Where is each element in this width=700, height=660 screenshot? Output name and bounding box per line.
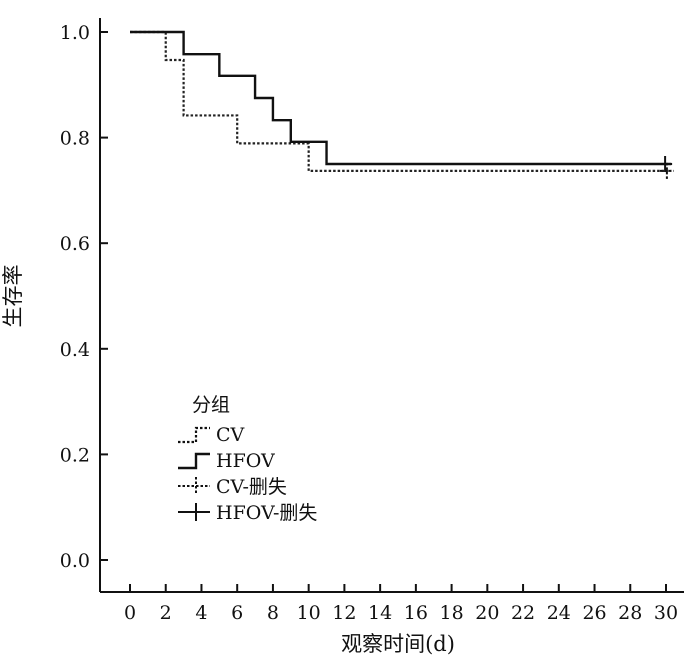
legend-label: CV-删失 <box>216 476 287 498</box>
x-tick-label: 30 <box>654 602 678 624</box>
x-tick-label: 2 <box>160 602 172 624</box>
censor-marker <box>659 162 674 179</box>
y-tick-label: 0.4 <box>60 339 90 361</box>
legend-item: CV-删失 <box>178 476 287 498</box>
x-tick-label: 14 <box>368 602 392 624</box>
legend-label: HFOV <box>216 450 275 472</box>
y-tick-label: 0.6 <box>60 233 90 255</box>
x-tick-label: 24 <box>547 602 571 624</box>
legend-swatch <box>178 477 210 495</box>
legend-title: 分组 <box>192 394 230 416</box>
censor-markers <box>658 156 674 179</box>
x-tick-label: 8 <box>267 602 279 624</box>
curve-hfov <box>130 30 672 166</box>
legend-swatch <box>178 426 210 444</box>
y-ticks: 0.0 0.2 0.4 0.6 0.8 1.0 <box>60 22 108 572</box>
legend-swatch <box>178 503 210 521</box>
y-tick-label: 0.8 <box>60 128 90 150</box>
curve-cv <box>130 30 672 172</box>
legend-items: CV HFOV CV-删失 HFOV-删失 <box>178 424 317 524</box>
x-tick-label: 18 <box>440 602 464 624</box>
legend-label: HFOV-删失 <box>216 502 317 524</box>
legend-item: HFOV-删失 <box>178 502 317 524</box>
legend-swatch <box>178 452 210 470</box>
y-tick-label: 1.0 <box>60 22 90 44</box>
x-tick-label: 10 <box>297 602 321 624</box>
x-axis-title: 观察时间(d) <box>341 632 455 656</box>
axes <box>99 18 684 593</box>
x-ticks: 0 2 4 6 8 10 12 14 16 18 20 22 24 26 28 30 <box>124 584 678 624</box>
y-tick-label: 0.2 <box>60 444 90 466</box>
legend: 分组 CV HFOV CV-删失 HFOV-删失 <box>178 394 317 524</box>
censor-marker <box>658 156 673 172</box>
legend-label: CV <box>216 424 245 446</box>
legend-item: HFOV <box>178 450 275 472</box>
x-tick-label: 0 <box>124 602 136 624</box>
x-tick-label: 26 <box>582 602 606 624</box>
x-tick-label: 4 <box>195 602 207 624</box>
y-tick-label: 0.0 <box>60 550 90 572</box>
y-axis-title: 生存率 <box>1 265 25 328</box>
x-tick-label: 22 <box>511 602 535 624</box>
x-tick-label: 20 <box>475 602 499 624</box>
x-tick-label: 28 <box>618 602 642 624</box>
survival-curves <box>130 30 672 172</box>
legend-item: CV <box>178 424 245 446</box>
x-tick-label: 12 <box>332 602 356 624</box>
x-tick-label: 6 <box>231 602 243 624</box>
x-tick-label: 16 <box>404 602 428 624</box>
